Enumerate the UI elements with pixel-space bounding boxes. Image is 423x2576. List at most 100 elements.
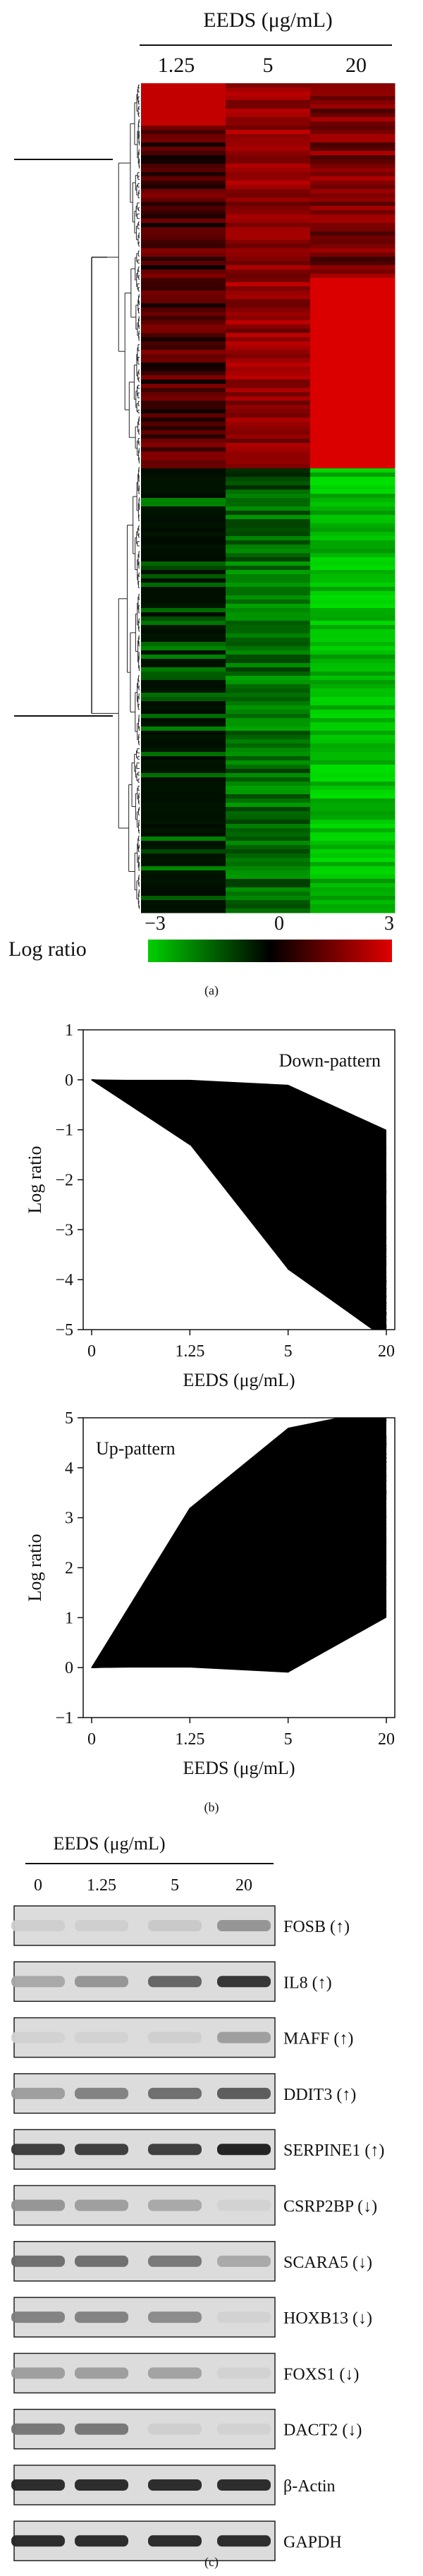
heatmap-cell — [141, 151, 226, 156]
heatmap-cell — [141, 909, 226, 913]
heatmap-cell — [226, 456, 311, 461]
heatmap-cell — [226, 574, 311, 579]
heatmap-cell — [310, 909, 396, 913]
y-tick-label: −3 — [55, 1221, 73, 1239]
color-scale-tick: 3 — [384, 913, 394, 935]
heatmap-cell — [310, 667, 396, 672]
heatmap-cell — [226, 604, 311, 609]
gel-band — [217, 1920, 271, 1931]
heatmap-cell — [226, 198, 311, 202]
heatmap-cell — [310, 549, 396, 554]
series-line — [91, 1543, 387, 1668]
heatmap-cell — [141, 401, 226, 406]
heatmap-cell — [310, 240, 396, 245]
heatmap-cell — [226, 815, 311, 820]
heatmap-cell — [141, 485, 226, 490]
heatmap-cell — [310, 236, 396, 241]
y-tick-label: 5 — [65, 1409, 73, 1428]
gel-band — [217, 2255, 271, 2267]
heatmap-cell — [141, 646, 226, 651]
heatmap-cell — [310, 261, 396, 266]
heatmap-cell — [141, 583, 226, 588]
heatmap-cell — [310, 176, 396, 181]
heatmap-cell — [141, 727, 226, 731]
gel-row: MAFF (↑) — [11, 2017, 353, 2058]
heatmap-cell — [310, 295, 396, 300]
series-line — [91, 1590, 387, 1668]
heatmap-cell — [226, 214, 311, 219]
heatmap-cell — [141, 731, 226, 736]
heatmap-cell — [310, 274, 396, 279]
heatmap-cell — [141, 633, 226, 638]
heatmap-cell — [310, 83, 396, 88]
heatmap-cell — [141, 625, 226, 630]
heatmap-cell — [310, 168, 396, 173]
heatmap-cell — [226, 591, 311, 596]
gel-band — [148, 2423, 202, 2435]
series-line — [91, 1600, 387, 1668]
heatmap-cell — [141, 756, 226, 761]
gel-band — [148, 2031, 202, 2043]
heatmap-cell — [226, 837, 311, 842]
heatmap-cell — [141, 350, 226, 355]
heatmap-cell — [141, 739, 226, 744]
x-tick-label: 1.25 — [175, 1730, 204, 1749]
heatmap-cell — [226, 172, 311, 177]
heatmap-cell — [226, 189, 311, 194]
heatmap-cell — [226, 506, 311, 511]
heatmap-cell — [226, 528, 311, 533]
heatmap-cell — [226, 765, 311, 770]
gel-row: FOXS1 (↓) — [11, 2352, 359, 2394]
heatmap-cell — [226, 693, 311, 698]
series-line — [91, 1454, 387, 1668]
series-line — [91, 1079, 383, 1330]
heatmap-cell — [226, 371, 311, 376]
heatmap-cell — [310, 244, 396, 249]
heatmap-cell — [310, 545, 396, 549]
heatmap-cell — [310, 214, 396, 219]
heatmap-cell — [226, 473, 311, 478]
gel-band — [148, 2367, 202, 2379]
heatmap-cell — [310, 731, 396, 736]
heatmap-cell — [310, 570, 396, 575]
heatmap-column-label: 1.25 — [158, 54, 195, 77]
heatmap-cell — [226, 303, 311, 308]
heatmap-cell — [141, 261, 226, 266]
heatmap-cell — [310, 646, 396, 651]
heatmap-cell — [226, 176, 311, 181]
heatmap-cell — [141, 223, 226, 228]
gel-band — [217, 2479, 271, 2491]
heatmap-cell — [310, 269, 396, 274]
down-pattern-chart: 1 0 −1 −2 −3 −4 −5 0 1.25 5 20 EEDS (μg/mL) Log rati… — [25, 1021, 396, 1390]
heatmap-cell — [310, 371, 396, 376]
heatmap-cell — [226, 777, 311, 782]
heatmap-cell — [226, 870, 311, 875]
heatmap-cell — [310, 511, 396, 516]
gene-label: GAPDH — [283, 2533, 342, 2551]
heatmap-cell — [141, 113, 226, 118]
heatmap-cell — [226, 600, 311, 604]
heatmap-cell — [226, 752, 311, 757]
heatmap-cell — [226, 92, 311, 97]
heatmap-cell — [226, 451, 311, 456]
heatmap-cell — [226, 786, 311, 791]
series-line — [91, 1457, 387, 1668]
heatmap-cell — [226, 477, 311, 482]
gel-row: HOXB13 (↓) — [11, 2297, 372, 2338]
heatmap-cell — [141, 798, 226, 803]
heatmap-cell — [226, 853, 311, 858]
heatmap-cell — [226, 667, 311, 672]
gel-band — [75, 2535, 128, 2547]
x-axis-label: EEDS (μg/mL) — [183, 1758, 295, 1778]
heatmap-cell — [310, 447, 396, 452]
heatmap-cell — [141, 464, 226, 469]
heatmap-cell — [310, 401, 396, 406]
gene-label: FOXS1 (↓) — [283, 2365, 359, 2383]
heatmap-cell — [141, 219, 226, 224]
series-line — [91, 1418, 386, 1672]
heatmap-cell — [141, 773, 226, 778]
gel-band — [11, 2144, 65, 2156]
heatmap-cell — [141, 214, 226, 219]
gel-row: GAPDH — [11, 2520, 342, 2562]
heatmap-cell — [226, 502, 311, 507]
